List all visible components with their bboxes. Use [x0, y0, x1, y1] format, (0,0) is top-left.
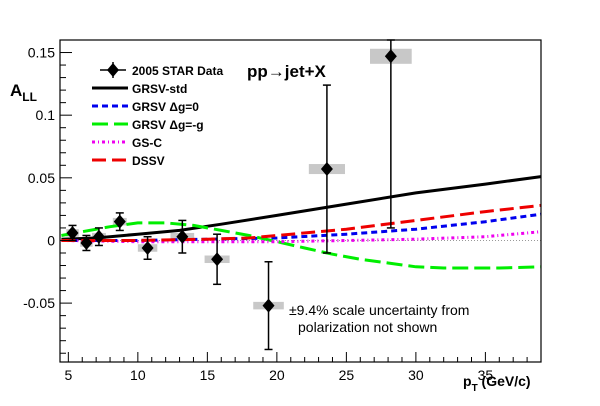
data-point [113, 214, 126, 229]
data-point [141, 240, 154, 255]
theory-curve [61, 212, 542, 242]
theory-curve [61, 175, 542, 241]
x-axis-label: pT (GeV/c) [463, 373, 531, 394]
x-tick-label: 25 [339, 367, 355, 383]
legend-label: GS-C [132, 136, 162, 150]
y-tick-label: 0 [47, 232, 55, 248]
legend-label: DSSV [132, 154, 165, 168]
legend-label: GRSV-std [132, 82, 187, 96]
legend-label: GRSV Δg=-g [132, 118, 204, 132]
scale-uncertainty-note: ±9.4% scale uncertainty from [289, 302, 469, 318]
data-point [320, 162, 333, 177]
x-tick-label: 35 [478, 367, 494, 383]
polarization-note: polarization not shown [298, 319, 437, 335]
data-markers [66, 49, 397, 313]
plot-frame [59, 39, 542, 363]
theory-curve [61, 230, 542, 244]
y-tick-label: 0.1 [36, 107, 56, 123]
legend-label-data: 2005 STAR Data [132, 64, 223, 78]
legend: 2005 STAR Data GRSV-std GRSV Δg=0 GRSV Δg=… [92, 62, 223, 168]
theory-curve [61, 203, 542, 242]
theory-curve [61, 221, 542, 270]
y-axis-ticks: -0.05 0 0.05 0.1 0.15 [23, 45, 72, 354]
diamond-marker-icon [107, 63, 119, 77]
x-tick-label: 20 [269, 367, 285, 383]
legend-label: GRSV Δg=0 [132, 100, 199, 114]
y-tick-label: 0.15 [28, 45, 55, 61]
data-point [176, 229, 189, 244]
data-point [80, 235, 93, 250]
process-label: pp→jet+X [247, 62, 327, 81]
x-axis-ticks: 5 10 15 20 25 30 35 [64, 352, 542, 383]
theory-curves [61, 175, 542, 270]
y-axis-label: ALL [10, 81, 37, 104]
legend-curve-entries: GRSV-std GRSV Δg=0 GRSV Δg=-g GS-C DSSV [92, 82, 204, 168]
y-tick-label: -0.05 [23, 295, 55, 311]
data-point [211, 252, 224, 267]
y-tick-label: 0.05 [28, 170, 55, 186]
data-point [92, 229, 105, 244]
x-tick-label: 15 [200, 367, 216, 383]
x-tick-label: 30 [408, 367, 424, 383]
data-point [262, 298, 275, 313]
data-point [66, 225, 79, 240]
x-tick-label: 5 [64, 367, 72, 383]
legend-entry-data: 2005 STAR Data [100, 62, 223, 78]
x-tick-label: 10 [130, 367, 146, 383]
data-point [384, 49, 397, 64]
